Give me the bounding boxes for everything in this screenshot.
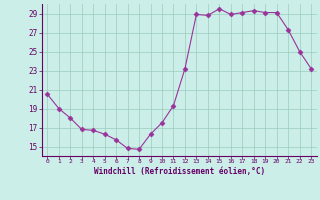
X-axis label: Windchill (Refroidissement éolien,°C): Windchill (Refroidissement éolien,°C) [94,167,265,176]
